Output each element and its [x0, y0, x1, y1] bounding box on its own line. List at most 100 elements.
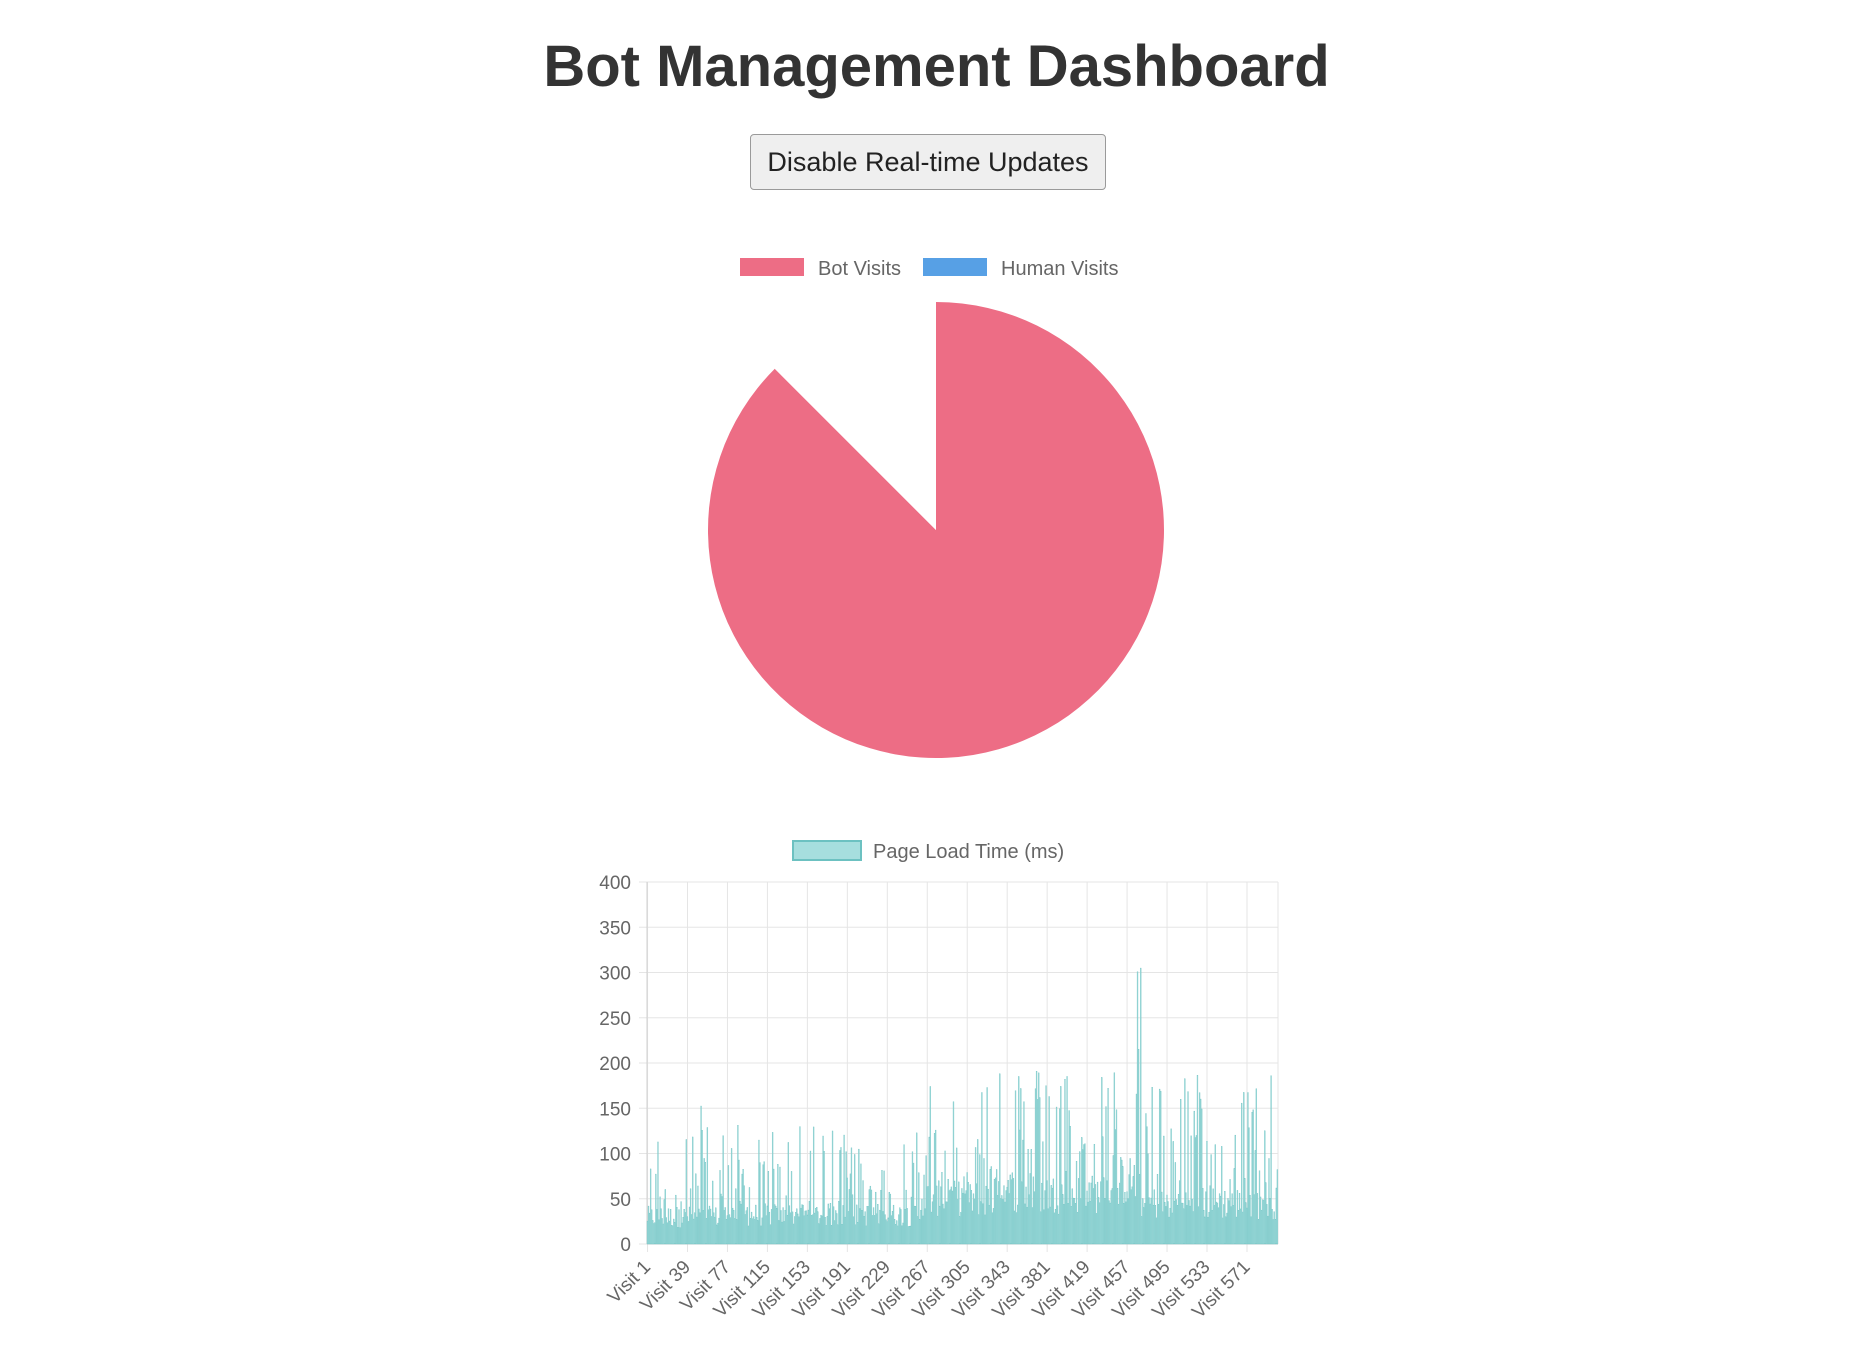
bar-visit-367 — [1031, 1207, 1033, 1245]
bar-visit-446 — [1114, 1129, 1117, 1245]
bar-visit-228 — [885, 1219, 887, 1245]
bar-visit-579 — [1254, 1150, 1256, 1245]
bar-visit-24 — [671, 1225, 673, 1245]
bar-visit-382 — [1047, 1208, 1049, 1245]
bar-visit-450 — [1119, 1182, 1121, 1245]
toggle-realtime-button[interactable]: Disable Real-time Updates — [750, 134, 1106, 190]
legend-swatch-human-visits[interactable] — [923, 258, 987, 276]
bar-visit-334 — [997, 1195, 999, 1245]
bar-visit-51 — [699, 1212, 701, 1245]
bar-visit-72 — [721, 1196, 723, 1245]
bar-visit-208 — [864, 1211, 866, 1245]
bar-visit-254 — [912, 1162, 915, 1245]
bar-visit-373 — [1038, 1072, 1040, 1245]
bar-visit-370 — [1034, 1088, 1037, 1245]
bar-visit-166 — [820, 1214, 822, 1245]
bar-visit-347 — [1010, 1179, 1012, 1245]
bar-visit-420 — [1087, 1201, 1089, 1245]
bar-visit-165 — [819, 1218, 821, 1245]
bar-visit-126 — [778, 1220, 780, 1245]
bar-visit-483 — [1153, 1189, 1155, 1245]
bar-visit-65 — [714, 1216, 716, 1245]
bar-visit-167 — [821, 1215, 823, 1245]
bar-visit-41 — [688, 1206, 691, 1245]
bar-visit-473 — [1143, 1207, 1145, 1245]
bar-visit-91 — [741, 1173, 743, 1245]
bar-visit-160 — [814, 1212, 816, 1245]
bar-visit-69 — [718, 1217, 720, 1245]
bar-visit-495 — [1166, 1194, 1168, 1245]
legend-label-page-load-time[interactable]: Page Load Time (ms) — [873, 841, 1064, 863]
bar-visit-266 — [925, 1155, 927, 1245]
legend-swatch-page-load-time[interactable] — [792, 840, 862, 861]
bar-visit-236 — [893, 1219, 896, 1245]
bar-visit-223 — [880, 1189, 882, 1245]
bar-visit-93 — [743, 1185, 745, 1245]
bar-visit-438 — [1106, 1180, 1108, 1245]
bar-visit-109 — [760, 1225, 762, 1245]
bar-visit-599 — [1275, 1187, 1277, 1245]
bar-visit-253 — [911, 1151, 914, 1245]
pie-legend: Bot Visits Human Visits — [740, 258, 1118, 280]
bar-visit-485 — [1155, 1217, 1158, 1245]
bar-visit-15 — [661, 1218, 663, 1245]
bar-visit-23 — [669, 1209, 672, 1245]
pie-slice-human-visits[interactable] — [774, 302, 936, 530]
bar-visit-341 — [1004, 1201, 1006, 1245]
bar-visit-374 — [1039, 1097, 1041, 1245]
bar-visit-175 — [829, 1203, 832, 1245]
bar-visit-107 — [758, 1139, 760, 1245]
bar-visit-90 — [740, 1203, 742, 1245]
bar-visit-152 — [805, 1210, 807, 1245]
bar-visit-323 — [985, 1185, 987, 1245]
bar-visit-520 — [1192, 1211, 1194, 1245]
bar-visit-391 — [1056, 1205, 1059, 1245]
bar-visit-324 — [986, 1087, 988, 1245]
bar-visit-427 — [1094, 1184, 1097, 1245]
bar-visit-441 — [1109, 1202, 1111, 1245]
pie-slice-bot-visits[interactable] — [708, 301, 1165, 758]
bar-visit-80 — [729, 1217, 732, 1245]
bar-visit-544 — [1217, 1207, 1220, 1245]
bar-visit-365 — [1029, 1173, 1031, 1245]
bar-visit-201 — [857, 1222, 859, 1245]
bar-visit-590 — [1266, 1204, 1268, 1245]
bar-visit-434 — [1102, 1136, 1104, 1245]
y-axis-ticks: 0 50 100 150 200 250 300 350 400 — [599, 873, 631, 1256]
bar-visit-562 — [1236, 1190, 1239, 1245]
legend-label-human-visits[interactable]: Human Visits — [1001, 258, 1118, 280]
bar-visit-230 — [887, 1217, 889, 1245]
bar-visit-335 — [998, 1181, 1000, 1245]
bar-visit-6 — [652, 1220, 654, 1245]
bar-visit-26 — [673, 1218, 675, 1245]
bar-visit-498 — [1169, 1207, 1171, 1245]
bar-visit-308 — [969, 1184, 971, 1245]
bar-visit-271 — [930, 1211, 933, 1245]
legend-label-bot-visits[interactable]: Bot Visits — [818, 258, 901, 280]
bar-visit-557 — [1231, 1193, 1233, 1245]
bar-visit-159 — [812, 1126, 815, 1245]
bar-visit-502 — [1173, 1200, 1175, 1245]
bar-visit-589 — [1265, 1182, 1267, 1245]
bar-visit-350 — [1013, 1210, 1016, 1245]
bar-visit-239 — [897, 1225, 899, 1245]
bar-visit-68 — [717, 1222, 719, 1245]
bar-visit-244 — [902, 1222, 904, 1245]
legend-swatch-bot-visits[interactable] — [740, 258, 804, 276]
bar-visit-317 — [979, 1154, 981, 1245]
bar-visit-330 — [992, 1208, 995, 1245]
bar-visit-120 — [771, 1132, 774, 1245]
bar-visit-338 — [1001, 1195, 1003, 1245]
bar-visit-184 — [839, 1150, 841, 1245]
bar-visit-563 — [1237, 1210, 1240, 1245]
bar-visit-39 — [686, 1216, 689, 1245]
bar-visit-362 — [1026, 1206, 1028, 1245]
bar-visit-214 — [870, 1189, 873, 1245]
bar-visit-199 — [855, 1224, 857, 1245]
bar-visit-465 — [1134, 1196, 1137, 1245]
bar-visit-591 — [1267, 1215, 1269, 1245]
bar-visit-221 — [878, 1223, 880, 1245]
bar-visit-511 — [1183, 1208, 1185, 1245]
bar-visit-410 — [1076, 1212, 1079, 1245]
